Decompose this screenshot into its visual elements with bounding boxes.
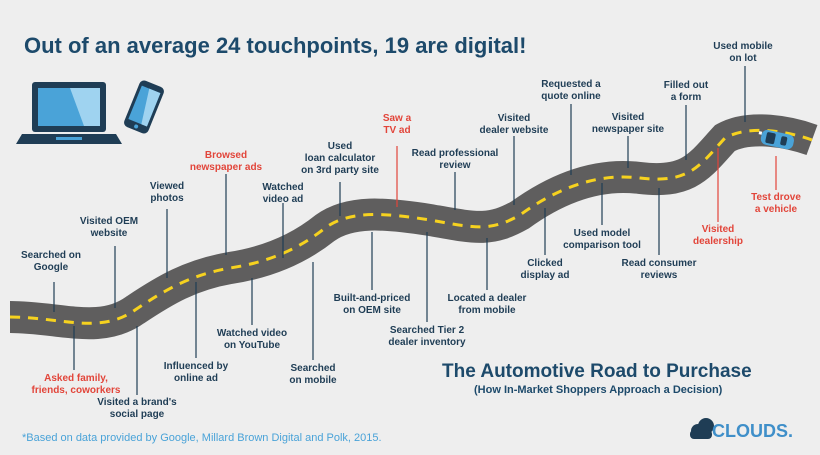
touchpoint-watched-video-youtube: Watched video on YouTube	[216, 328, 288, 351]
touchpoint-read-consumer-reviews: Read consumer reviews	[621, 258, 697, 281]
connector-lines	[53, 66, 777, 395]
touchpoint-requested-quote-online: Requested a quote online	[541, 79, 601, 102]
touchpoint-filled-out-form: Filled out a form	[663, 80, 709, 103]
touchpoint-used-model-comparison: Used model comparison tool	[563, 228, 641, 251]
touchpoint-visited-newspaper-site: Visited newspaper site	[591, 112, 665, 135]
laptop-icon	[16, 82, 122, 144]
touchpoint-used-mobile-on-lot: Used mobile on lot	[713, 41, 773, 64]
cloud-logo-icon	[690, 418, 714, 439]
touchpoint-read-professional-review: Read professional review	[411, 148, 499, 171]
car-icon	[758, 129, 794, 150]
touchpoint-viewed-photos: Viewed photos	[149, 181, 185, 204]
touchpoint-visited-dealership: Visited dealership	[692, 224, 744, 247]
road-stripe	[9, 128, 813, 325]
infographic-subtitle: (How In-Market Shoppers Approach a Decis…	[474, 384, 723, 396]
touchpoint-searched-tier2: Searched Tier 2 dealer inventory	[388, 325, 466, 348]
headline: Out of an average 24 touchpoints, 19 are…	[24, 33, 527, 58]
touchpoint-influenced-online-ad: Influenced by online ad	[163, 361, 229, 384]
source-footnote: *Based on data provided by Google, Milla…	[22, 432, 382, 444]
touchpoint-visited-dealer-website: Visited dealer website	[479, 113, 549, 136]
touchpoint-watched-video-ad: Watched video ad	[262, 182, 304, 205]
touchpoint-located-dealer-mobile: Located a dealer from mobile	[447, 293, 527, 316]
touchpoint-asked-family: Asked family, friends, coworkers	[31, 373, 121, 396]
touchpoint-built-and-priced: Built-and-priced on OEM site	[333, 293, 411, 316]
touchpoint-searched-on-google: Searched on Google	[20, 250, 82, 273]
infographic-title: The Automotive Road to Purchase	[442, 361, 752, 382]
touchpoint-searched-on-mobile: Searched on mobile	[289, 363, 337, 386]
touchpoint-test-drove-vehicle: Test drove a vehicle	[751, 192, 801, 215]
touchpoint-visited-oem-website: Visited OEM website	[79, 216, 139, 239]
touchpoint-saw-tv-ad: Saw a TV ad	[382, 113, 412, 136]
clouds-logo-text: CLOUDS.	[712, 421, 793, 441]
touchpoint-visited-brand-social: Visited a brand's social page	[97, 397, 177, 420]
phone-icon	[124, 80, 164, 134]
touchpoint-used-loan-calculator: Used loan calculator on 3rd party site	[301, 141, 379, 176]
touchpoint-browsed-newspaper-ads: Browsed newspaper ads	[189, 150, 263, 173]
touchpoint-clicked-display-ad: Clicked display ad	[520, 258, 570, 281]
